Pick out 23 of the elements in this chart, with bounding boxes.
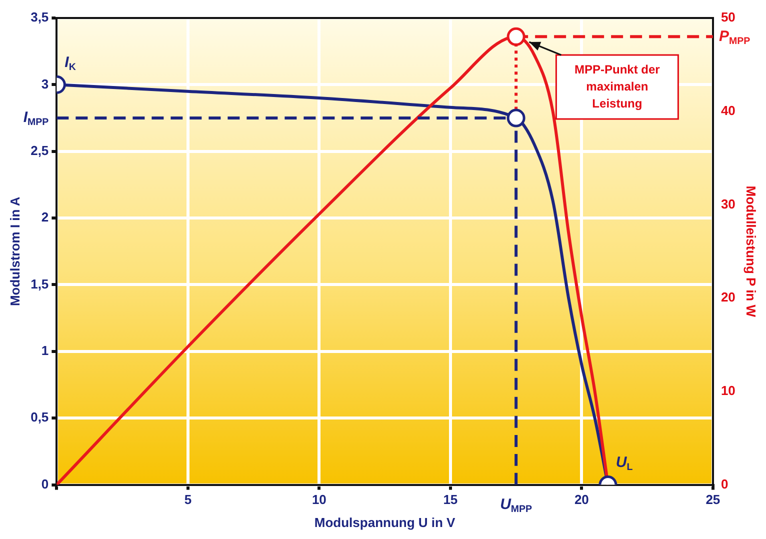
x-axis-title: Modulspannung U in V [314,514,456,530]
y2-tick-label: 10 [720,383,736,398]
y-axis-title: Modulstrom I in A [7,196,22,306]
y2-tick-label: 0 [720,476,728,492]
y2-tick-label: 40 [720,102,736,118]
y-tick-label: 2 [41,210,49,225]
y-tick-label: 3 [41,76,49,92]
y2-tick-label: 20 [720,290,736,305]
x-tick-label: 5 [184,492,192,508]
x-tick-label: 20 [574,492,589,508]
x-tick-label: 15 [443,492,458,508]
y-tick-label: 1,5 [30,276,49,292]
y-tick-label: 0,5 [30,410,49,425]
annotation: MPP-Punkt der maximalen Leistung [574,62,660,110]
y-tick-label: 0 [41,476,49,492]
x-tick-label: 25 [706,492,720,508]
x-tick-label: 10 [312,492,326,508]
y2-tick-label: 50 [720,10,736,25]
y-tick-label: 1 [41,343,49,358]
y-tick-label: 3,5 [30,10,49,25]
y-tick-label: 2,5 [30,142,49,158]
y2-tick-label: 30 [720,196,736,212]
y2-axis-title: Modulleistung P in W [744,186,759,318]
